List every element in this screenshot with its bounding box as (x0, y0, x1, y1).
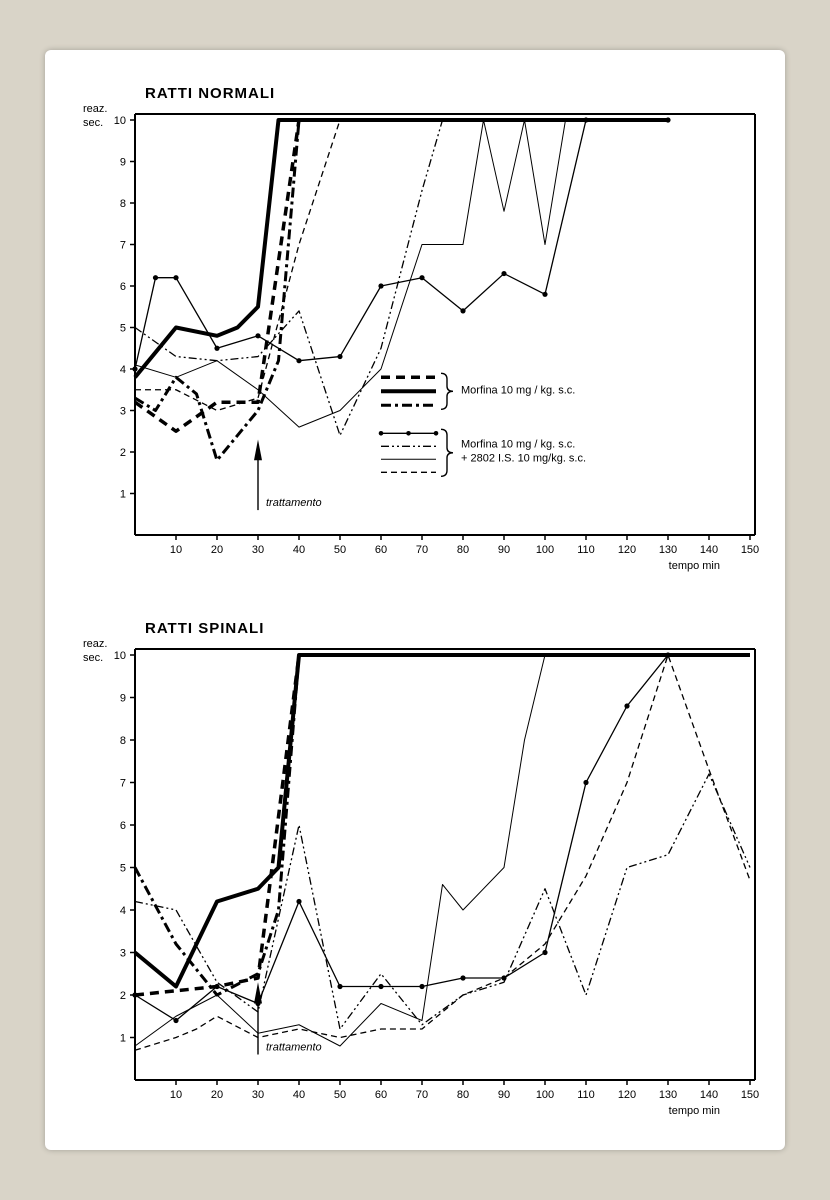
y-tick-label: 4 (120, 905, 126, 917)
series-morfina-solid-thick (135, 120, 668, 377)
y-axis-label-line2: sec. (83, 117, 103, 129)
y-tick-label: 7 (120, 240, 126, 252)
page-background: RATTI NORMALI reaz. sec. 1 2 3 4 5 6 7 8 9 10 10 20 30 4… (45, 50, 785, 1150)
x-tick-label: 120 (618, 544, 636, 556)
y-tick-label: 5 (120, 863, 126, 875)
x-tick-label: 120 (618, 1089, 636, 1101)
chart-ratti-spinali: RATTI SPINALI reaz. sec. 1 2 3 4 5 6 7 8 9 10 10 20 30 4… (65, 605, 765, 1125)
y-tick-label: 9 (120, 157, 126, 169)
series-morfina-dashdot-thick (135, 655, 299, 995)
y-tick-label: 2 (120, 990, 126, 1002)
legend-group1-label: Morfina 10 mg / kg. s.c. (461, 384, 575, 396)
x-tick-label: 130 (659, 544, 677, 556)
y-tick-label: 5 (120, 323, 126, 335)
chart-title: RATTI NORMALI (145, 85, 275, 102)
legend-group2-label-line1: Morfina 10 mg / kg. s.c. (461, 438, 575, 450)
y-tick-label: 8 (120, 735, 126, 747)
x-tick-label: 20 (211, 1089, 223, 1101)
svg-text:trattamento: trattamento (266, 497, 322, 509)
x-tick-label: 10 (170, 544, 182, 556)
x-tick-label: 70 (416, 544, 428, 556)
x-tick-label: 150 (741, 1089, 759, 1101)
x-tick-label: 140 (700, 1089, 718, 1101)
treatment-marker: trattamento (254, 982, 322, 1054)
y-axis-label-line2: sec. (83, 652, 103, 664)
series-morfina-dashed-thick (135, 120, 340, 431)
x-tick-label: 80 (457, 1089, 469, 1101)
y-tick-label: 4 (120, 364, 126, 376)
x-tick-label: 130 (659, 1089, 677, 1101)
series-combo-thin-solid (135, 120, 566, 427)
x-tick-label: 70 (416, 1089, 428, 1101)
legend-group2-label-line2: + 2802 I.S. 10 mg/kg. s.c. (461, 452, 586, 464)
x-tick-label: 60 (375, 544, 387, 556)
x-tick-label: 50 (334, 1089, 346, 1101)
x-tick-label: 110 (577, 1089, 595, 1101)
x-tick-label: 140 (700, 544, 718, 556)
y-tick-label: 3 (120, 406, 126, 418)
series-morfina-solid-thick (135, 655, 750, 987)
x-axis-label: tempo min (669, 1105, 720, 1117)
x-tick-label: 60 (375, 1089, 387, 1101)
legend: Morfina 10 mg / kg. s.c. Morfina 10 mg / … (379, 373, 586, 476)
x-tick-label: 110 (577, 544, 595, 556)
y-axis-label-line1: reaz. (83, 638, 107, 650)
series-morfina-dashed-thick (135, 655, 750, 995)
y-tick-label: 1 (120, 1033, 126, 1045)
x-tick-label: 50 (334, 544, 346, 556)
y-tick-label: 10 (114, 650, 126, 662)
x-tick-label: 100 (536, 544, 554, 556)
y-tick-label: 10 (114, 115, 126, 127)
x-tick-label: 100 (536, 1089, 554, 1101)
y-tick-label: 2 (120, 447, 126, 459)
treatment-marker: trattamento (254, 440, 322, 511)
chart-ratti-normali: RATTI NORMALI reaz. sec. 1 2 3 4 5 6 7 8 9 10 10 20 30 4… (65, 70, 765, 580)
x-tick-label: 150 (741, 544, 759, 556)
x-tick-label: 30 (252, 1089, 264, 1101)
x-tick-label: 90 (498, 1089, 510, 1101)
x-tick-label: 40 (293, 1089, 305, 1101)
x-tick-label: 40 (293, 544, 305, 556)
y-tick-label: 8 (120, 198, 126, 210)
x-tick-label: 20 (211, 544, 223, 556)
series-combo-dashed-thin (135, 120, 340, 411)
x-tick-label: 10 (170, 1089, 182, 1101)
y-tick-label: 9 (120, 693, 126, 705)
x-tick-label: 80 (457, 544, 469, 556)
series-combo-dashdotdot (135, 120, 443, 435)
y-axis-label-line1: reaz. (83, 103, 107, 115)
chart-title: RATTI SPINALI (145, 620, 264, 637)
x-axis-label: tempo min (669, 560, 720, 572)
x-tick-label: 30 (252, 544, 264, 556)
series-combo-solid-dot (132, 652, 670, 1023)
y-tick-label: 1 (120, 489, 126, 501)
svg-text:trattamento: trattamento (266, 1041, 322, 1053)
y-tick-label: 6 (120, 820, 126, 832)
y-tick-label: 6 (120, 281, 126, 293)
y-tick-label: 7 (120, 778, 126, 790)
y-tick-label: 3 (120, 948, 126, 960)
x-tick-label: 90 (498, 544, 510, 556)
